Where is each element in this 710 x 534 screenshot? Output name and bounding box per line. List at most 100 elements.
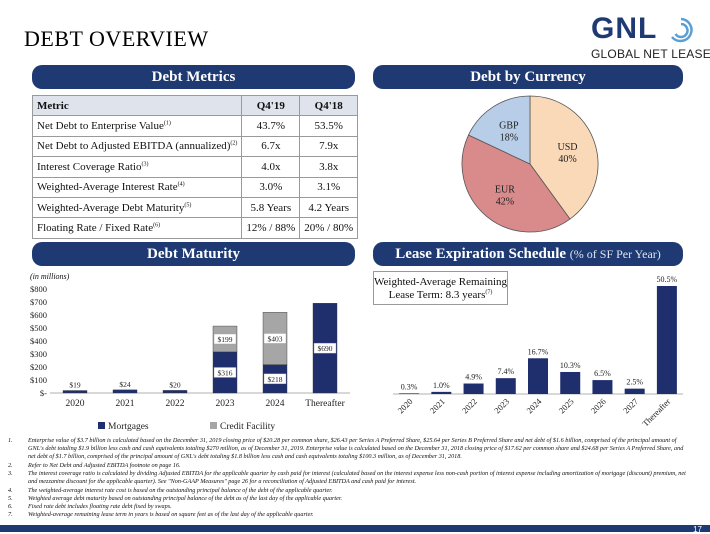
value-cell: 53.5%	[299, 115, 359, 137]
y-tick-label: $200	[30, 362, 47, 372]
lease-expiration-suffix: (% of SF Per Year)	[569, 247, 661, 261]
bar	[592, 380, 613, 394]
x-tick-label: Thereafter	[640, 396, 672, 428]
legend-label-credit-facility: Credit Facility	[220, 422, 275, 432]
debt-maturity-header: Debt Maturity	[32, 242, 355, 266]
x-tick-label: 2022	[166, 399, 185, 409]
col-metric: Metric	[31, 94, 243, 117]
table-row: Interest Coverage Ratio(3) 4.0x 3.8x	[31, 156, 359, 178]
bar	[463, 383, 484, 394]
bar-mortgages	[62, 390, 88, 394]
metric-cell: Weighted-Average Debt Maturity(5)	[31, 196, 243, 219]
x-tick-label: 2021	[116, 399, 135, 409]
data-label-box	[213, 367, 237, 378]
y-tick-label: $500	[30, 323, 47, 333]
pie-slice-gbp	[467, 95, 531, 165]
logo-brand: GNL	[591, 12, 658, 45]
table-header-row: Metric Q4'19 Q4'18	[31, 94, 359, 117]
col-q4-18: Q4'18	[299, 94, 359, 117]
col-q4-19: Q4'19	[241, 94, 301, 117]
lease-expiration-title: Lease Expiration Schedule	[395, 246, 567, 262]
x-tick-label: Thereafter	[305, 398, 345, 409]
pie-value-eur: 42%	[496, 196, 514, 207]
data-label-box	[263, 333, 287, 344]
data-label: $199	[218, 335, 233, 344]
x-tick-label: 2023	[492, 396, 511, 415]
pie-value-usd: 40%	[558, 154, 576, 165]
data-label: 2.5%	[626, 378, 643, 387]
x-tick-label: 2023	[216, 399, 235, 409]
page-footer-bar	[0, 525, 710, 532]
value-cell: 3.8x	[299, 156, 359, 178]
lease-expiration-header: Lease Expiration Schedule (% of SF Per Y…	[373, 242, 683, 266]
x-tick-label: 2020	[395, 396, 414, 415]
legend-swatch-mortgages	[98, 422, 105, 429]
value-cell: 5.8 Years	[241, 196, 301, 219]
debt-by-currency-header: Debt by Currency	[373, 65, 683, 89]
value-cell: 7.9x	[299, 135, 359, 158]
data-label: 7.4%	[497, 367, 514, 376]
data-label: $690	[318, 344, 333, 353]
page-number: 17	[693, 525, 702, 534]
pie-slice-usd	[529, 95, 599, 220]
page-title: DEBT OVERVIEW	[24, 26, 209, 51]
value-cell: 4.2 Years	[299, 196, 359, 219]
table-row: Floating Rate / Fixed Rate(6) 12% / 88% 20…	[31, 217, 359, 239]
bar-mortgages	[162, 390, 188, 394]
data-label: $218	[268, 375, 283, 384]
metric-cell: Weighted-Average Interest Rate(4)	[31, 176, 243, 198]
data-label: $20	[169, 380, 181, 389]
data-label-box	[263, 373, 287, 385]
x-tick-label: 2027	[621, 396, 640, 415]
table-row: Weighted-Average Interest Rate(4) 3.0% 3.1…	[31, 176, 359, 198]
y-tick-label: $100	[30, 375, 47, 385]
table-row: Weighted-Average Debt Maturity(5) 5.8 Yea…	[31, 196, 359, 219]
logo-tagline: GLOBAL NET LEASE	[591, 47, 710, 61]
bar	[560, 371, 581, 394]
bar	[399, 393, 420, 394]
y-tick-label: $800	[30, 284, 47, 294]
x-tick-label: 2020	[66, 399, 85, 409]
data-label: 10.3%	[560, 361, 581, 370]
bar	[528, 358, 548, 394]
value-cell: 3.0%	[241, 176, 301, 198]
weighted-average-lease-term-box: Weighted-Average Remaining Lease Term: 8…	[373, 271, 508, 305]
pie-value-gbp: 18%	[500, 133, 518, 144]
y-tick-label: $-	[40, 388, 47, 398]
legend-label-mortgages: Mortgages	[108, 422, 149, 432]
value-cell: 20% / 80%	[299, 217, 359, 239]
data-label-box	[313, 342, 337, 354]
data-label: $24	[119, 380, 131, 389]
value-cell: 6.7x	[241, 135, 301, 158]
metric-cell: Net Debt to Adjusted EBITDA (annualized)…	[31, 135, 243, 158]
data-label: 50.5%	[657, 275, 678, 284]
data-label: 16.7%	[528, 347, 549, 356]
lease-expiration-chart: 0.3% 2020 1.0% 2021 4.9% 2022 7.4% 2023 16.7% 202…	[393, 275, 683, 428]
data-label: 4.9%	[465, 373, 482, 382]
y-tick-label: $600	[30, 310, 47, 320]
x-tick-label: 2025	[557, 396, 576, 415]
y-tick-label: $300	[30, 349, 47, 359]
value-cell: 12% / 88%	[241, 217, 301, 239]
lease-term-line1: Weighted-Average Remaining	[374, 276, 507, 288]
bar-mortgages	[112, 389, 138, 394]
debt-metrics-header: Debt Metrics	[32, 65, 355, 89]
metric-cell: Net Debt to Enterprise Value(1)	[31, 115, 243, 137]
logo-swirl-icon	[671, 17, 693, 43]
footnote: 1. Enterprise value of $3.7 billion is ca…	[8, 437, 684, 461]
debt-maturity-chart: $- $100 $200 $300 $400 $500 $600 $700 $800 $19 202…	[30, 284, 350, 432]
y-tick-label: $700	[30, 297, 47, 307]
data-label: 0.3%	[401, 382, 418, 391]
value-cell: 4.0x	[241, 156, 301, 178]
x-tick-label: 2022	[460, 396, 479, 415]
x-tick-label: 2026	[589, 396, 608, 415]
bar	[495, 378, 516, 394]
data-label: $316	[218, 368, 233, 377]
x-tick-label: 2024	[266, 399, 285, 409]
table-row: Net Debt to Enterprise Value(1) 43.7% 53.5…	[31, 115, 359, 137]
x-tick-label: 2024	[524, 396, 544, 416]
lease-term-line2: Lease Term: 8.3 years(7)	[388, 289, 493, 301]
value-cell: 43.7%	[241, 115, 301, 137]
x-tick-label: 2021	[428, 396, 447, 415]
